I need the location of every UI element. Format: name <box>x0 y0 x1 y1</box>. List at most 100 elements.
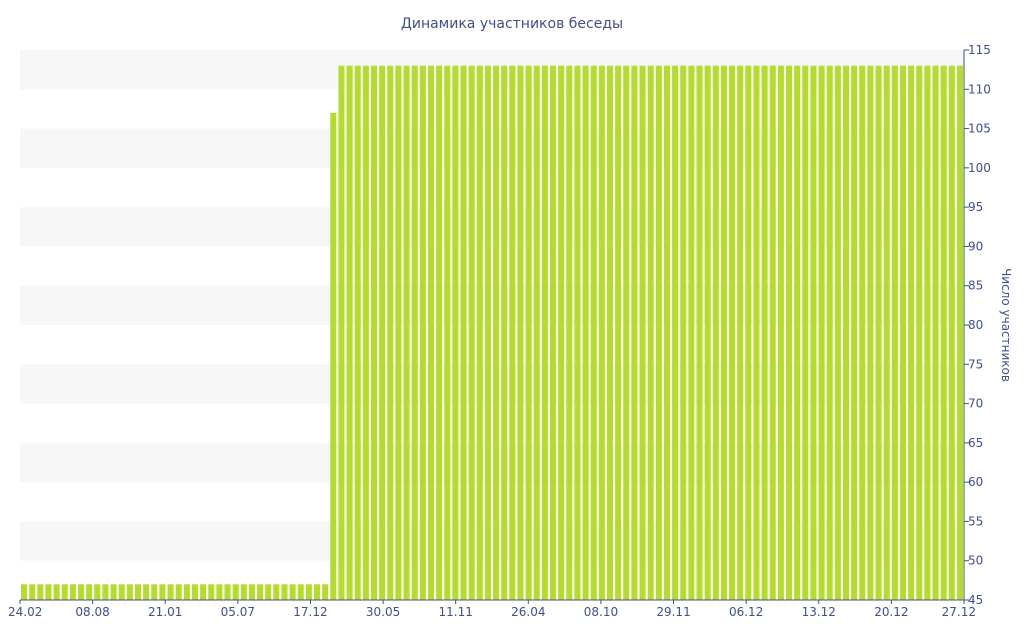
bar[interactable] <box>444 65 451 600</box>
bar[interactable] <box>777 65 784 600</box>
bar[interactable] <box>509 65 516 600</box>
bar[interactable] <box>655 65 662 600</box>
bar[interactable] <box>314 584 321 600</box>
bar[interactable] <box>493 65 500 600</box>
bar[interactable] <box>419 65 426 600</box>
bar[interactable] <box>737 65 744 600</box>
bar[interactable] <box>436 65 443 600</box>
bar[interactable] <box>948 65 955 600</box>
bar[interactable] <box>875 65 882 600</box>
bar[interactable] <box>224 584 231 600</box>
bar[interactable] <box>720 65 727 600</box>
bar[interactable] <box>615 65 622 600</box>
bar[interactable] <box>956 65 963 600</box>
bar[interactable] <box>924 65 931 600</box>
bar[interactable] <box>899 65 906 600</box>
bar[interactable] <box>566 65 573 600</box>
bar[interactable] <box>395 65 402 600</box>
bar[interactable] <box>810 65 817 600</box>
bar[interactable] <box>200 584 207 600</box>
bar[interactable] <box>908 65 915 600</box>
bar[interactable] <box>78 584 85 600</box>
bar[interactable] <box>411 65 418 600</box>
bar[interactable] <box>257 584 264 600</box>
bar[interactable] <box>842 65 850 600</box>
bar[interactable] <box>867 65 874 600</box>
bar[interactable] <box>517 65 524 600</box>
bar[interactable] <box>183 584 190 600</box>
bar[interactable] <box>484 65 491 600</box>
bar[interactable] <box>802 65 809 600</box>
bar[interactable] <box>590 65 597 600</box>
bar[interactable] <box>769 65 776 600</box>
bar[interactable] <box>761 65 768 600</box>
bar[interactable] <box>159 584 166 600</box>
bar[interactable] <box>680 65 687 600</box>
bar[interactable] <box>354 65 361 600</box>
bar[interactable] <box>362 65 369 600</box>
bar[interactable] <box>647 65 654 600</box>
bar[interactable] <box>126 584 133 600</box>
bar[interactable] <box>37 584 44 600</box>
bar[interactable] <box>289 584 296 600</box>
bar[interactable] <box>427 65 434 600</box>
bar[interactable] <box>834 65 841 600</box>
bar[interactable] <box>574 65 581 600</box>
bar[interactable] <box>501 65 508 600</box>
bar[interactable] <box>550 65 557 600</box>
bar[interactable] <box>338 65 345 600</box>
bar[interactable] <box>273 584 280 600</box>
bar[interactable] <box>859 65 866 600</box>
bar[interactable] <box>663 65 670 600</box>
bar[interactable] <box>558 65 565 600</box>
bar[interactable] <box>753 65 760 600</box>
bar[interactable] <box>468 65 475 600</box>
bar[interactable] <box>932 65 939 600</box>
bar[interactable] <box>533 65 540 600</box>
bar[interactable] <box>745 65 752 600</box>
bar[interactable] <box>883 65 890 600</box>
bar[interactable] <box>541 65 548 600</box>
bar[interactable] <box>110 584 117 600</box>
bar[interactable] <box>45 584 52 600</box>
bar[interactable] <box>232 584 239 600</box>
bar[interactable] <box>696 65 703 600</box>
bar[interactable] <box>916 65 923 600</box>
bar[interactable] <box>102 584 109 600</box>
bar[interactable] <box>346 65 353 600</box>
bar[interactable] <box>631 65 638 600</box>
bar[interactable] <box>69 584 76 600</box>
bar[interactable] <box>281 584 288 600</box>
bar[interactable] <box>786 65 793 600</box>
bar[interactable] <box>891 65 898 600</box>
bar[interactable] <box>370 65 378 600</box>
bar[interactable] <box>191 584 198 600</box>
bar[interactable] <box>403 65 410 600</box>
bar[interactable] <box>460 65 467 600</box>
bar[interactable] <box>86 584 93 600</box>
bar[interactable] <box>134 584 142 600</box>
bar[interactable] <box>240 584 247 600</box>
bar[interactable] <box>712 65 719 600</box>
bar[interactable] <box>248 584 255 600</box>
bar[interactable] <box>688 65 695 600</box>
bar[interactable] <box>379 65 386 600</box>
bar[interactable] <box>851 65 858 600</box>
bar[interactable] <box>53 584 60 600</box>
bar[interactable] <box>61 584 68 600</box>
bar[interactable] <box>143 584 150 600</box>
bar[interactable] <box>265 584 272 600</box>
bar[interactable] <box>525 65 532 600</box>
bar[interactable] <box>151 584 158 600</box>
bar[interactable] <box>582 65 589 600</box>
bar[interactable] <box>21 584 28 600</box>
bar[interactable] <box>826 65 833 600</box>
bar[interactable] <box>387 65 394 600</box>
bar[interactable] <box>794 65 801 600</box>
bar[interactable] <box>94 584 101 600</box>
bar[interactable] <box>175 584 182 600</box>
bar[interactable] <box>623 65 630 600</box>
bar[interactable] <box>940 65 947 600</box>
bar[interactable] <box>305 584 312 600</box>
bar[interactable] <box>452 65 459 600</box>
